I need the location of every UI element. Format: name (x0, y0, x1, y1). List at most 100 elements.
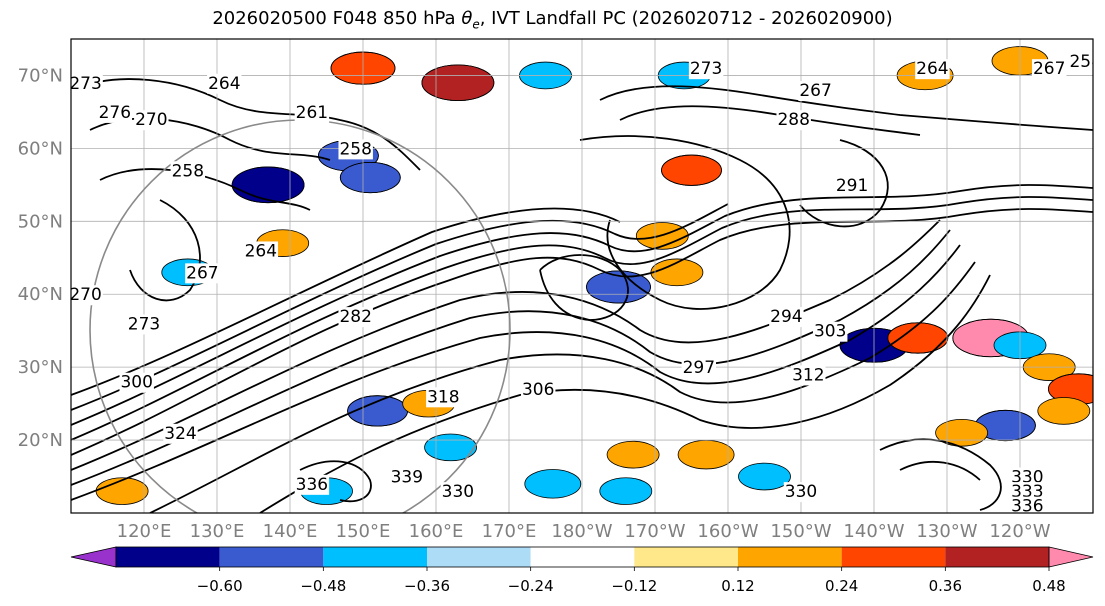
contour-label: 297 (683, 358, 715, 378)
ivt-pc-region (887, 322, 949, 354)
contour-label-bg (791, 365, 826, 386)
contour-label-bg (71, 73, 103, 94)
lon-tick-label: 140°E (263, 521, 318, 542)
chart-title: 2026020500 F048 850 hPa θe, IVT Landfall… (0, 8, 1105, 32)
contour-label: 264 (245, 241, 277, 261)
lat-tick-label: 20°N (18, 430, 63, 451)
contour-label: 324 (164, 424, 196, 444)
contour-label-bg (1010, 496, 1045, 513)
colorbar: −0.60 −0.48 −0.36 −0.24 −0.12 0.12 0.24 0.36 0.4… (70, 546, 1094, 595)
colorbar-segment (738, 547, 842, 567)
contour-label-bg (243, 241, 279, 262)
contour-label: 276 (99, 103, 131, 123)
contour-label: 264 (916, 59, 948, 79)
colorbar-segment (841, 547, 946, 567)
contour-label: 318 (427, 387, 459, 407)
ivt-pc-region (1037, 397, 1091, 425)
contour-label: 294 (770, 307, 802, 327)
lon-tick-label: 130°E (190, 521, 245, 542)
colorbar-segment (634, 547, 738, 567)
ivt-pc-region (424, 433, 478, 462)
ivt-pc-region (935, 418, 988, 447)
contour-label-bg (1068, 51, 1093, 72)
contour-label-bg (119, 372, 154, 393)
title-suffix: , IVT Landfall PC (2026020712 - 20260209… (479, 8, 893, 29)
contour-label-bg (915, 59, 950, 80)
colorbar-tick-label: −0.12 (611, 577, 657, 595)
colorbar-tick-label: 0.36 (929, 577, 962, 595)
contour-label-bg (126, 314, 162, 335)
ivt-pc-region (95, 477, 149, 505)
lon-tick-label: 160°E (409, 521, 464, 542)
contour-label-bg (294, 474, 330, 495)
contour-label-bg (294, 102, 330, 123)
contour-label: 339 (391, 468, 423, 488)
lon-tick-label: 150°W (770, 521, 831, 542)
contour-label: 306 (522, 380, 554, 400)
lon-tick-label: 180°W (551, 521, 612, 542)
contour-label-bg (71, 285, 103, 306)
ivt-pc-region (975, 409, 1036, 442)
longitude-axis: 120°E 130°E 140°E 150°E 160°E 170°E 180°W 170°W… (117, 521, 1051, 542)
contour-label-bg (783, 482, 819, 503)
contour-label: 330 (785, 482, 817, 502)
contour-label: 270 (69, 285, 101, 305)
contour-label-bg (440, 482, 476, 503)
colorbar-segment (116, 547, 220, 567)
ivt-pc-region (1048, 373, 1093, 405)
colorbar-segment (427, 547, 531, 567)
colorbar-segment (530, 547, 635, 567)
contour-label-bg (170, 161, 206, 182)
lat-tick-label: 30°N (18, 357, 63, 378)
contour-label: 258 (172, 161, 204, 181)
lon-tick-label: 170°W (624, 521, 685, 542)
lon-tick-label: 130°W (916, 521, 977, 542)
contour-label-bg (520, 380, 556, 401)
contour-label-bg (1031, 59, 1067, 80)
ivt-pc-region (738, 462, 791, 491)
colorbar-tick-label: −0.36 (404, 577, 450, 595)
contour-label-bg (834, 175, 870, 196)
lon-tick-label: 150°E (336, 521, 391, 542)
lon-tick-label: 170°E (482, 521, 537, 542)
contour-label-bg (97, 102, 133, 123)
contour-label: 336 (1011, 497, 1043, 517)
contour-label-bg (776, 110, 811, 131)
contour-label: 312 (792, 365, 824, 385)
contour-label-bg (338, 139, 373, 160)
contour-label: 258 (1069, 52, 1101, 72)
theta-symbol: θe (461, 8, 480, 32)
contour-label: 261 (296, 103, 328, 123)
ivt-pc-region (606, 440, 660, 469)
contour-label-bg (681, 358, 717, 379)
contour-label: 270 (135, 110, 167, 130)
contour-label: 267 (799, 81, 831, 101)
latitude-axis: 20°N 30°N 40°N 50°N 60°N 70°N (18, 65, 63, 451)
contour-label-bg (426, 387, 461, 408)
ivt-pc-region (661, 154, 722, 186)
colorbar-tick-label: −0.48 (300, 577, 346, 595)
ivt-pc-region (421, 64, 495, 102)
colorbar-tick-label: 0.24 (825, 577, 858, 595)
colorbar-extend-max (1048, 546, 1094, 568)
contour-label: 330 (442, 482, 474, 502)
lon-tick-label: 120°E (117, 521, 172, 542)
contour-label: 273 (69, 74, 101, 94)
lat-tick-label: 40°N (18, 284, 63, 305)
contour-label-bg (798, 81, 833, 102)
contour-label-bg (769, 307, 804, 328)
ivt-pc-region (524, 469, 582, 499)
ivt-pc-region (339, 161, 401, 194)
contour-label: 282 (339, 307, 371, 327)
contour-label-bg (134, 110, 169, 131)
contour-label: 303 (814, 322, 846, 342)
ivt-pc-region (231, 166, 305, 204)
lon-tick-label: 120°W (989, 521, 1050, 542)
colorbar-segment (219, 547, 324, 567)
lon-tick-label: 160°W (697, 521, 758, 542)
lon-tick-label: 140°W (843, 521, 904, 542)
contour-label-bg (185, 263, 220, 284)
contour-label-bg (163, 423, 198, 444)
